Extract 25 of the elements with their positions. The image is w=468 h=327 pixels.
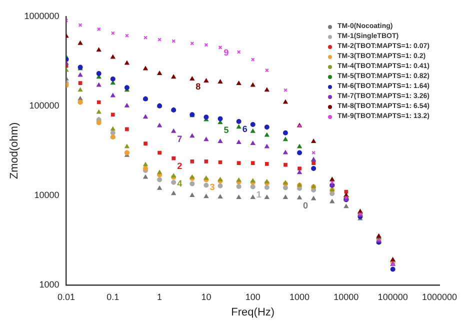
annotation: 3 xyxy=(210,182,215,192)
x-tick-label: 10000 xyxy=(334,292,359,302)
x-tick-label: 1 xyxy=(157,292,162,302)
annotation: 7 xyxy=(177,134,182,144)
x-tick-label: 0.1 xyxy=(106,292,120,302)
y-tick-label: 10000 xyxy=(34,190,60,200)
annotation: 9 xyxy=(224,47,229,58)
x-tick-label: 100000 xyxy=(378,292,408,302)
annotation: 4 xyxy=(177,178,182,188)
annotation: 6 xyxy=(242,124,248,134)
x-tick-label: 1000 xyxy=(290,292,310,302)
x-axis-title: Freq(Hz) xyxy=(231,306,275,318)
annotation: 5 xyxy=(224,125,229,136)
annotation: 8 xyxy=(196,81,201,92)
x-tick-label: 10 xyxy=(201,292,212,302)
y-tick-label: 1000 xyxy=(39,279,60,290)
annotation: 0 xyxy=(303,200,308,210)
x-tick-label: 100 xyxy=(245,292,260,302)
x-tick-label: 0.01 xyxy=(57,292,76,302)
y-axis-title: Zmod(ohm) xyxy=(8,122,21,180)
y-tick-label: 1000000 xyxy=(24,10,60,21)
y-tick-label: 100000 xyxy=(29,100,60,110)
x-tick-label: 1000000 xyxy=(422,292,458,302)
annotation: 2 xyxy=(177,160,182,171)
annotation: 1 xyxy=(256,189,262,200)
